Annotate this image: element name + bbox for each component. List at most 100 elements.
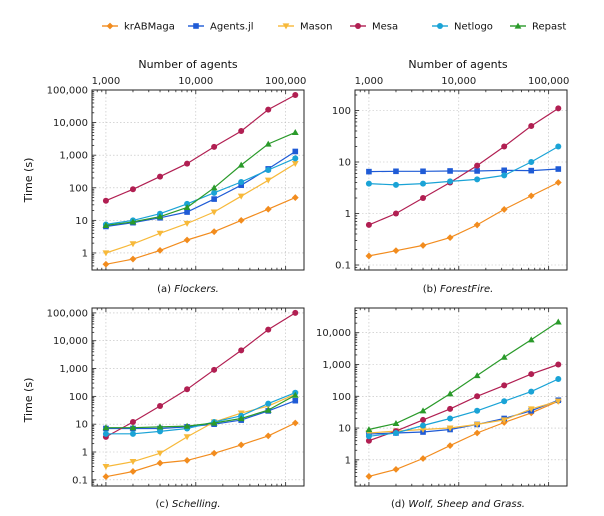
data-point-repast xyxy=(210,419,218,426)
data-point-repast xyxy=(291,391,299,398)
x-tick-label: 1,000 xyxy=(92,76,121,87)
data-point-netlogo xyxy=(265,167,272,174)
data-point-mesa xyxy=(292,92,299,99)
series-line-mesa xyxy=(105,94,296,202)
data-point-mason xyxy=(102,250,110,257)
caption-name: Wolf, Sheep and Grass. xyxy=(408,499,525,510)
caption-prefix: (d) xyxy=(391,499,405,510)
data-point-agents-jl xyxy=(292,148,299,155)
data-point-netlogo xyxy=(265,400,272,407)
data-point-repast xyxy=(237,415,245,422)
data-point-repast xyxy=(446,390,454,397)
data-point-mesa xyxy=(184,386,191,393)
data-point-mason xyxy=(129,241,137,248)
series-netlogo xyxy=(365,143,562,188)
data-point-krabmaga xyxy=(365,252,373,260)
series-line-mesa xyxy=(368,363,559,442)
data-point-mason xyxy=(210,209,218,216)
data-point-mesa xyxy=(211,143,218,150)
plot-frame xyxy=(354,307,568,487)
data-point-krabmaga xyxy=(527,192,535,200)
y-tick-label: 1 xyxy=(345,455,351,466)
data-point-krabmaga xyxy=(102,473,110,481)
data-point-agents-jl xyxy=(393,168,399,175)
data-point-netlogo xyxy=(501,172,508,179)
x-tick-label: 1,000 xyxy=(355,76,384,87)
data-point-agents-jl xyxy=(238,182,244,188)
data-point-krabmaga xyxy=(129,468,137,475)
plot-frame xyxy=(354,89,568,271)
data-point-krabmaga xyxy=(183,456,191,464)
legend-marker-agents-jl xyxy=(193,23,199,29)
legend-marker-mason xyxy=(282,23,290,30)
caption-prefix: (c) xyxy=(155,499,168,510)
data-point-mesa xyxy=(265,326,272,333)
caption-forestfire: (b) ForestFire. xyxy=(423,284,494,295)
caption-prefix: (a) xyxy=(157,284,171,295)
data-point-netlogo xyxy=(365,180,372,187)
y-tick-label: 1,000 xyxy=(322,360,351,371)
y-tick-label: 1 xyxy=(82,448,88,459)
series-line-mason xyxy=(105,163,296,254)
data-point-repast xyxy=(264,406,272,413)
data-point-krabmaga xyxy=(446,442,454,450)
y-tick-label: 10 xyxy=(338,158,351,169)
panel-wolf-sheep-grass: 1 10 100 1,000 10,000 xyxy=(316,307,568,487)
plot-frame xyxy=(91,307,305,487)
data-point-mason xyxy=(264,177,272,184)
data-point-repast xyxy=(392,420,400,427)
panel-forestfire: 0.1 1 10 100 1,000 10,000 100,000 xyxy=(332,76,569,272)
data-point-netlogo xyxy=(211,189,218,196)
data-point-mason xyxy=(183,220,191,227)
data-point-mesa xyxy=(420,416,427,423)
data-point-mesa xyxy=(102,197,109,204)
data-point-netlogo xyxy=(238,179,245,186)
data-point-mesa xyxy=(555,105,562,112)
data-point-krabmaga xyxy=(210,449,218,457)
data-point-netlogo xyxy=(420,422,427,429)
data-point-repast xyxy=(473,372,481,379)
data-point-repast xyxy=(183,203,191,210)
series-line-repast xyxy=(105,394,296,429)
legend-label-repast: Repast xyxy=(532,22,566,33)
caption-prefix: (b) xyxy=(423,284,437,295)
y-tick-label: 10 xyxy=(338,424,351,435)
legend-label-krabmaga: krABMaga xyxy=(124,22,175,33)
x-tick-label: 10,000 xyxy=(441,76,476,87)
data-point-repast xyxy=(237,161,245,168)
series-line-netlogo xyxy=(368,378,559,437)
y-tick-label: 100 xyxy=(69,392,88,403)
data-point-krabmaga xyxy=(500,206,508,213)
data-point-netlogo xyxy=(392,181,399,188)
series-mason xyxy=(102,161,299,257)
top-xlabel-right: Number of agents xyxy=(408,58,508,71)
data-point-krabmaga xyxy=(392,465,400,473)
data-point-mesa xyxy=(184,160,191,167)
series-line-netlogo xyxy=(368,145,559,186)
y-tick-label: 10,000 xyxy=(53,336,88,347)
series-line-agents-jl xyxy=(368,399,559,435)
caption-wolf-sheep-grass: (d) Wolf, Sheep and Grass. xyxy=(391,499,525,510)
data-point-krabmaga xyxy=(446,234,454,242)
x-tick-label: 10,000 xyxy=(178,76,213,87)
series-line-netlogo xyxy=(105,157,296,225)
data-point-netlogo xyxy=(555,143,562,150)
data-point-mason xyxy=(500,417,508,424)
caption-schelling: (c) Schelling. xyxy=(155,499,220,510)
data-point-netlogo xyxy=(555,375,562,382)
y-tick-label: 100,000 xyxy=(47,86,88,97)
legend: krABMaga Agents.jl Mason Mesa Netlogo Repast xyxy=(102,22,566,33)
series-line-repast xyxy=(105,131,296,226)
y-tick-label: 100 xyxy=(332,106,351,117)
data-point-repast xyxy=(419,407,427,414)
data-point-mason xyxy=(554,398,562,405)
data-point-mason xyxy=(446,425,454,432)
data-point-mason xyxy=(156,230,164,237)
data-point-mesa xyxy=(528,371,535,378)
data-point-mason xyxy=(473,421,481,428)
data-point-mesa xyxy=(292,309,299,316)
plot-frame xyxy=(91,89,305,271)
data-point-repast xyxy=(365,426,373,433)
data-point-repast xyxy=(264,140,272,147)
y-tick-label: 1 xyxy=(82,248,88,259)
